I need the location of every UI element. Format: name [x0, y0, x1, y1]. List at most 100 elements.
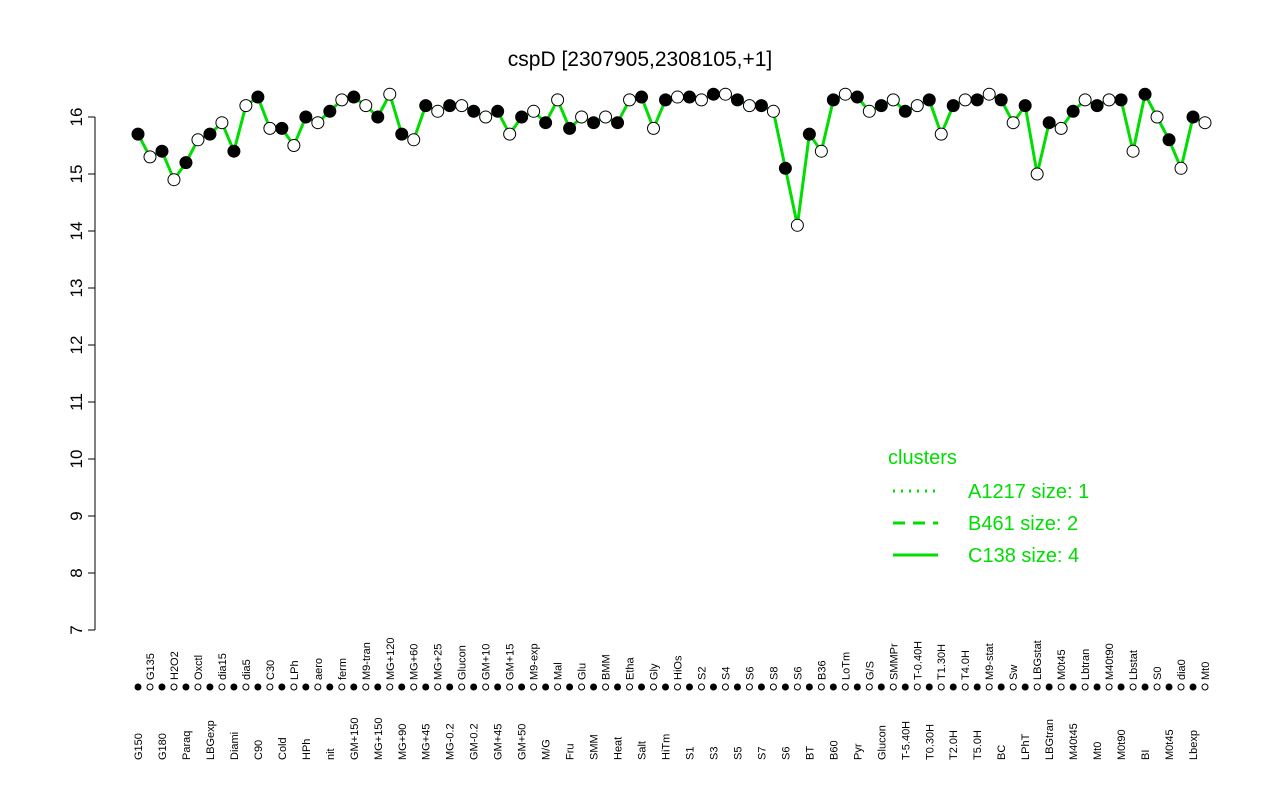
x-tick-label: Salt [637, 741, 649, 760]
rug-dot [530, 683, 538, 691]
x-tick-label: G180 [157, 733, 169, 760]
data-point [1078, 93, 1092, 107]
data-point [1150, 110, 1164, 124]
data-point [766, 104, 780, 118]
x-tick-label: S5 [732, 747, 744, 760]
x-tick-label: GM-0.2 [469, 723, 481, 760]
data-point [886, 93, 900, 107]
data-point [479, 110, 493, 124]
x-tick-label: Gly [649, 663, 661, 680]
x-tick-label: BC [996, 745, 1008, 760]
data-point [647, 121, 661, 135]
rug-dot [805, 683, 813, 691]
data-point [1102, 93, 1116, 107]
rug-dot [781, 683, 789, 691]
rug-dot [1093, 683, 1101, 691]
rug-dot [829, 683, 837, 691]
data-point [1054, 121, 1068, 135]
x-tick-label: GM+10 [481, 644, 493, 680]
x-tick-label: S3 [708, 747, 720, 760]
rug-dot [841, 683, 849, 691]
data-point [503, 127, 517, 141]
rug-dot [853, 683, 861, 691]
data-point [790, 218, 804, 232]
y-tick-label: 12 [67, 336, 86, 355]
x-tick-label: Lbexp [1188, 730, 1200, 760]
data-point [874, 99, 888, 113]
x-tick-label: dia5 [241, 659, 253, 680]
data-point [383, 87, 397, 101]
rug-dot [638, 683, 646, 691]
data-point [1066, 104, 1080, 118]
rug-dot [146, 683, 154, 691]
x-tick-label: MG+90 [397, 724, 409, 760]
x-tick-label: Glucon [457, 645, 469, 680]
x-tick-label: MG+150 [373, 718, 385, 761]
rug-dot [266, 683, 274, 691]
data-point [335, 93, 349, 107]
x-tick-label: MG+60 [409, 644, 421, 680]
rug-dot [1117, 683, 1125, 691]
rug-dot [482, 683, 490, 691]
data-point [251, 90, 265, 104]
rug-dot [410, 683, 418, 691]
x-tick-label: aero [313, 658, 325, 680]
rug-dot [554, 683, 562, 691]
data-point [143, 150, 157, 164]
rug-dot [626, 683, 634, 691]
y-tick-label: 15 [67, 165, 86, 184]
x-tick-label: S6 [792, 667, 804, 680]
x-tick-label: T1.30H [936, 644, 948, 680]
data-point [1162, 133, 1176, 147]
rug-dot [865, 683, 873, 691]
x-tick-label: Lbstat [1128, 650, 1140, 680]
data-point [527, 104, 541, 118]
legend-label: A1217 size: 1 [968, 481, 1089, 503]
x-tick-label: GM+150 [349, 718, 361, 761]
rug-dot [206, 683, 214, 691]
data-point [263, 121, 277, 135]
data-point [862, 104, 876, 118]
x-tick-label: T-5.40H [900, 721, 912, 760]
data-point [611, 116, 625, 130]
data-point [1198, 116, 1212, 130]
data-point [575, 110, 589, 124]
data-point [682, 90, 696, 104]
rug-dot [230, 683, 238, 691]
rug-dot [925, 683, 933, 691]
rug-dot [1033, 683, 1041, 691]
data-point [179, 156, 193, 170]
data-point [371, 110, 385, 124]
data-point [299, 110, 313, 124]
rug-dot [685, 683, 693, 691]
x-tick-label: M40t90 [1104, 643, 1116, 680]
data-point [635, 90, 649, 104]
rug-dot [386, 683, 394, 691]
x-tick-label: M0t45 [1164, 729, 1176, 760]
rug-dot [985, 683, 993, 691]
rug-dot [877, 683, 885, 691]
data-point [563, 121, 577, 135]
data-point [623, 93, 637, 107]
rug-dot [566, 683, 574, 691]
rug-dot [242, 683, 250, 691]
x-tick-label: Pyr [852, 743, 864, 760]
rug-dot [745, 683, 753, 691]
y-tick-label: 7 [67, 625, 86, 634]
rug-dot [1153, 683, 1161, 691]
x-tick-label: LoTm [840, 652, 852, 680]
legend-title: clusters [888, 447, 957, 469]
data-point [203, 127, 217, 141]
legend-label: B461 size: 2 [968, 513, 1078, 535]
rug-dot [901, 683, 909, 691]
x-tick-label: G/S [864, 661, 876, 680]
rug-dot [1069, 683, 1077, 691]
data-point [323, 104, 337, 118]
x-tick-label: dia0 [1176, 659, 1188, 680]
rug-dot [602, 683, 610, 691]
data-point [1138, 87, 1152, 101]
rug-dot [1129, 683, 1137, 691]
data-point [982, 87, 996, 101]
rug-dot [793, 683, 801, 691]
x-tick-label: Cold [277, 737, 289, 760]
